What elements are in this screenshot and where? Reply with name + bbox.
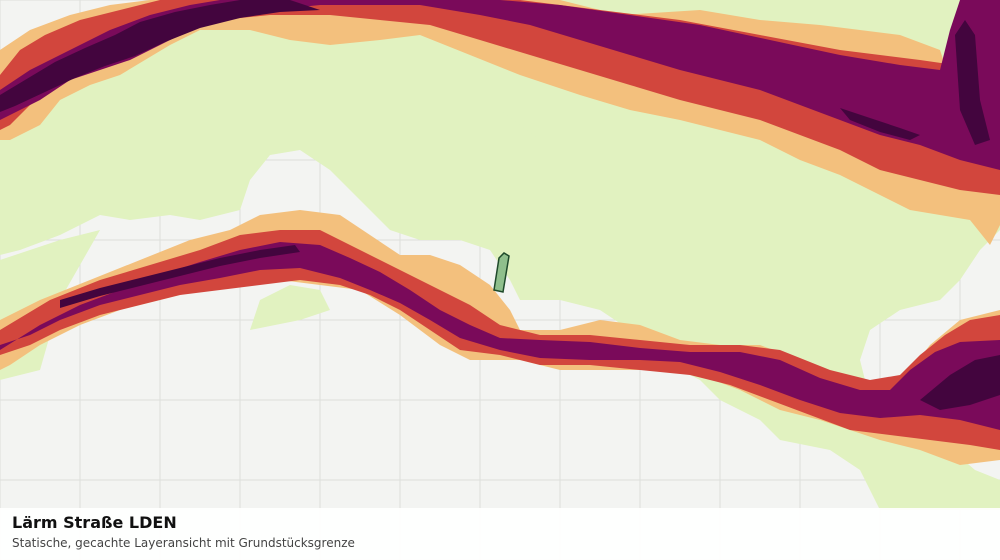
map-caption: Lärm Straße LDEN Statische, gecachte Lay… [0,508,1000,560]
parcel-boundary[interactable] [493,252,510,293]
noise-band-darkpurple-shape [920,355,1000,410]
parcel-shape[interactable] [493,252,510,293]
noise-band-darkpurple-shape [955,20,990,145]
noise-band-purple-shape [0,242,1000,430]
map-title: Lärm Straße LDEN [12,513,177,532]
noise-band-darkpurple-shape [840,108,920,140]
noise-band-darkpurple-shape [60,245,300,308]
noise-band-purple-shape [0,0,1000,170]
noise-band-light-shape [250,285,330,330]
noise-band-purple [0,0,1000,430]
noise-band-darkpurple-shape [0,0,320,112]
map-subtitle: Statische, gecachte Layeransicht mit Gru… [12,536,355,550]
noise-band-light-shape [0,130,20,215]
noise-band-darkpurple [0,0,1000,410]
